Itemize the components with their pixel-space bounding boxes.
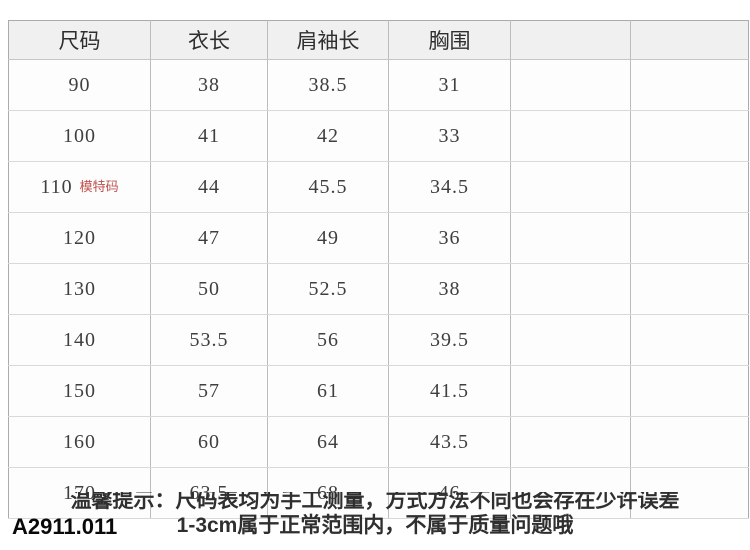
cell-garment-length: 60 — [150, 416, 268, 468]
cell-shoulder-sleeve: 61 — [267, 365, 389, 417]
cell-garment-length: 47 — [150, 212, 268, 264]
cell-empty — [630, 467, 749, 519]
cell-garment-length: 41 — [150, 110, 268, 162]
cell-size: 140 — [8, 314, 151, 366]
cell-size: 150 — [8, 365, 151, 417]
size-value: 90 — [68, 73, 91, 96]
cell-size: 120 — [8, 212, 151, 264]
cell-chest: 34.5 — [388, 161, 511, 213]
size-value: 160 — [63, 430, 96, 453]
cell-chest: 31 — [388, 59, 511, 111]
cell-chest: 33 — [388, 110, 511, 162]
table-row: 160 60 64 43.5 — [8, 416, 749, 468]
header-row: 尺码 衣长 肩袖长 胸围 — [8, 20, 749, 60]
cell-empty — [630, 59, 749, 111]
cell-shoulder-sleeve: 45.5 — [267, 161, 389, 213]
cell-empty — [510, 314, 631, 366]
cell-shoulder-sleeve: 52.5 — [267, 263, 389, 315]
header-size: 尺码 — [8, 20, 151, 60]
cell-garment-length: 53.5 — [150, 314, 268, 366]
size-value: 170 — [63, 481, 96, 504]
table-row: 130 50 52.5 38 — [8, 263, 749, 315]
cell-shoulder-sleeve: 64 — [267, 416, 389, 468]
cell-size: 170 — [8, 467, 151, 519]
cell-size: 90 — [8, 59, 151, 111]
cell-empty — [630, 212, 749, 264]
size-value: 100 — [63, 124, 96, 147]
table-row: 120 47 49 36 — [8, 212, 749, 264]
header-empty — [630, 20, 749, 60]
table-row: 90 38 38.5 31 — [8, 59, 749, 111]
cell-chest: 46 — [388, 467, 511, 519]
cell-empty — [630, 110, 749, 162]
cell-garment-length: 63.5 — [150, 467, 268, 519]
cell-chest: 36 — [388, 212, 511, 264]
header-chest: 胸围 — [388, 20, 511, 60]
cell-empty — [630, 263, 749, 315]
size-value: 140 — [63, 328, 96, 351]
size-value: 120 — [63, 226, 96, 249]
cell-garment-length: 38 — [150, 59, 268, 111]
cell-size: 160 — [8, 416, 151, 468]
cell-empty — [510, 59, 631, 111]
model-size-tag: 模特码 — [79, 178, 119, 194]
cell-empty — [630, 416, 749, 468]
table-row: 140 53.5 56 39.5 — [8, 314, 749, 366]
header-empty — [510, 20, 631, 60]
cell-size: 100 — [8, 110, 151, 162]
cell-chest: 39.5 — [388, 314, 511, 366]
table-row: 170 63.5 68 46 — [8, 467, 749, 519]
cell-chest: 41.5 — [388, 365, 511, 417]
cell-empty — [510, 263, 631, 315]
size-table: 尺码 衣长 肩袖长 胸围 90 38 38.5 31 100 41 42 3 — [8, 20, 749, 519]
cell-empty — [510, 161, 631, 213]
cell-shoulder-sleeve: 38.5 — [267, 59, 389, 111]
cell-empty — [510, 416, 631, 468]
cell-empty — [510, 110, 631, 162]
cell-empty — [630, 365, 749, 417]
size-value: 150 — [63, 379, 96, 402]
cell-shoulder-sleeve: 56 — [267, 314, 389, 366]
table-row: 150 57 61 41.5 — [8, 365, 749, 417]
size-value: 110 — [40, 175, 73, 198]
cell-empty — [510, 212, 631, 264]
cell-chest: 38 — [388, 263, 511, 315]
header-garment-length: 衣长 — [150, 20, 268, 60]
cell-empty — [510, 365, 631, 417]
cell-shoulder-sleeve: 68 — [267, 467, 389, 519]
cell-garment-length: 57 — [150, 365, 268, 417]
cell-empty — [510, 467, 631, 519]
table-row: 110 模特码 44 45.5 34.5 — [8, 161, 749, 213]
size-value: 130 — [63, 277, 96, 300]
cell-size: 130 — [8, 263, 151, 315]
header-shoulder-sleeve-length: 肩袖长 — [267, 20, 389, 60]
cell-empty — [630, 314, 749, 366]
table-row: 100 41 42 33 — [8, 110, 749, 162]
cell-size: 110 模特码 — [8, 161, 151, 213]
cell-shoulder-sleeve: 42 — [267, 110, 389, 162]
cell-garment-length: 50 — [150, 263, 268, 315]
cell-empty — [630, 161, 749, 213]
cell-shoulder-sleeve: 49 — [267, 212, 389, 264]
cell-garment-length: 44 — [150, 161, 268, 213]
cell-chest: 43.5 — [388, 416, 511, 468]
